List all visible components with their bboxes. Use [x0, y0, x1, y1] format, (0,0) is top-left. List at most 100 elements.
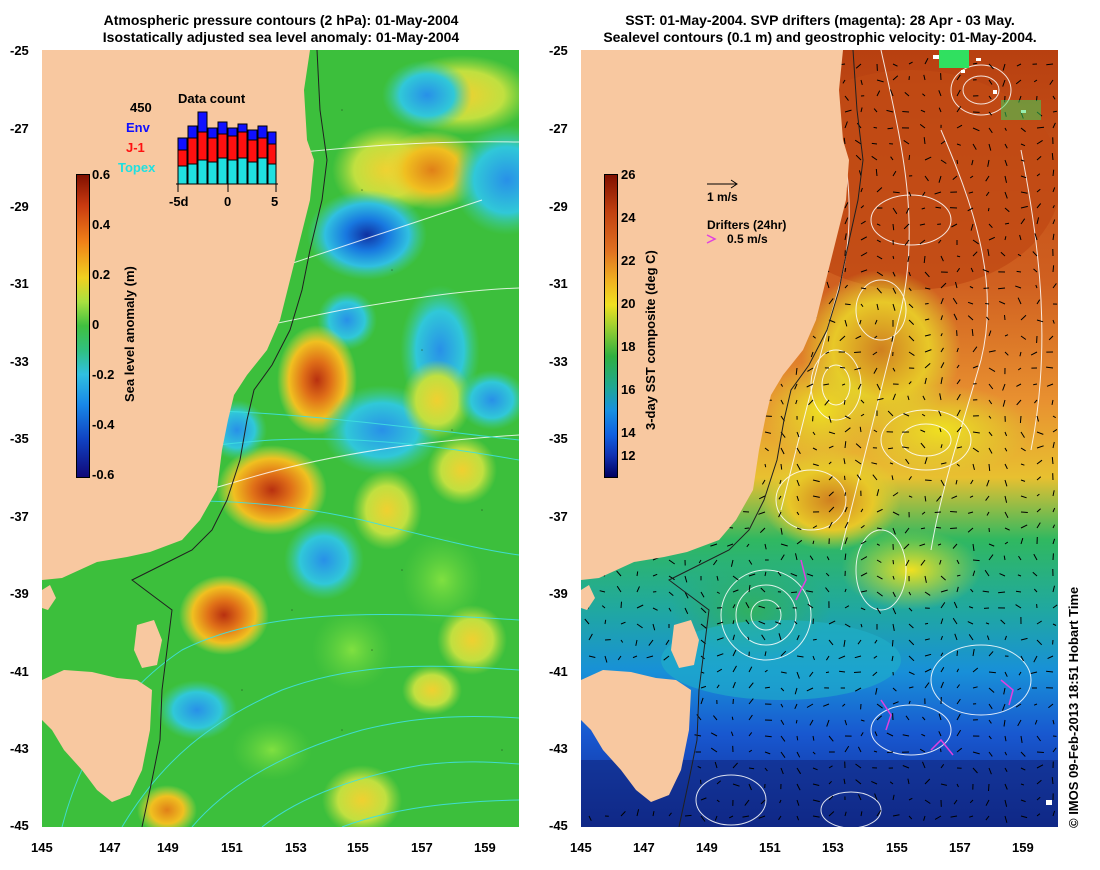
velocity-arrow — [934, 191, 942, 195]
velocity-arrow — [812, 655, 815, 661]
velocity-arrow — [988, 63, 994, 70]
velocity-arrow — [934, 511, 942, 513]
velocity-arrow — [972, 463, 975, 471]
velocity-arrow — [732, 665, 737, 673]
velocity-arrow — [859, 426, 862, 433]
velocity-arrow — [1052, 265, 1055, 273]
velocity-arrow — [1052, 441, 1055, 449]
right-title-line2: Sealevel contours (0.1 m) and geostrophi… — [603, 29, 1037, 45]
velocity-arrow — [812, 463, 819, 467]
velocity-arrow — [988, 350, 996, 353]
velocity-arrow — [806, 703, 814, 708]
velocity-arrow — [1016, 270, 1022, 273]
velocity-arrow — [987, 249, 990, 257]
velocity-arrow — [972, 346, 978, 353]
velocity-arrow — [985, 622, 990, 625]
velocity-arrow — [1016, 383, 1022, 387]
velocity-arrow — [956, 698, 961, 705]
velocity-arrow — [1036, 415, 1039, 422]
inset-max-label: 450 — [130, 100, 152, 115]
velocity-arrow — [988, 751, 993, 757]
velocity-arrow — [940, 444, 943, 449]
velocity-arrow — [1004, 671, 1008, 677]
velocity-arrow — [956, 159, 959, 164]
velocity-arrow — [828, 431, 836, 435]
velocity-arrow — [599, 590, 606, 593]
velocity-arrow — [780, 543, 788, 547]
velocity-arrow — [924, 349, 932, 353]
velocity-arrow — [812, 735, 815, 741]
velocity-arrow — [972, 447, 979, 453]
velocity-arrow — [1020, 655, 1024, 662]
velocity-arrow — [982, 269, 990, 273]
velocity-arrow — [843, 399, 846, 405]
velocity-arrow — [1033, 703, 1038, 706]
velocity-arrow — [796, 527, 802, 530]
velocity-arrow — [860, 590, 868, 593]
velocity-arrow — [986, 479, 990, 487]
velocity-arrow — [1017, 574, 1022, 577]
velocity-arrow — [844, 121, 848, 129]
velocity-arrow — [742, 815, 750, 818]
velocity-arrow — [892, 511, 900, 516]
velocity-arrow — [921, 207, 926, 210]
velocity-arrow — [876, 543, 880, 546]
velocity-arrow — [998, 287, 1006, 290]
velocity-arrow — [698, 559, 702, 564]
velocity-arrow — [938, 107, 942, 113]
velocity-arrow — [844, 284, 848, 289]
inset-title: Data count — [178, 91, 246, 106]
velocity-arrow — [860, 269, 868, 273]
velocity-arrow — [940, 589, 948, 593]
velocity-arrow — [923, 255, 926, 264]
velocity-arrow — [730, 559, 734, 567]
velocity-arrow — [889, 462, 894, 465]
velocity-arrow — [1036, 813, 1041, 817]
velocity-arrow — [842, 79, 846, 84]
velocity-arrow — [758, 815, 766, 819]
velocity-arrow — [876, 90, 881, 97]
velocity-arrow — [876, 303, 879, 311]
velocity-arrow — [828, 491, 834, 497]
velocity-arrow — [1020, 463, 1025, 466]
velocity-arrow — [985, 815, 990, 821]
velocity-arrow — [764, 686, 770, 689]
velocity-arrow — [952, 297, 958, 305]
velocity-arrow — [956, 684, 961, 689]
left-map[interactable]: 0.6 0.4 0.2 0 -0.2 -0.4 -0.6 Sea level a… — [42, 50, 519, 827]
velocity-arrow — [1052, 538, 1056, 545]
velocity-arrow — [796, 735, 799, 741]
velocity-arrow — [985, 495, 990, 501]
velocity-arrow — [700, 815, 706, 822]
velocity-arrow — [620, 639, 624, 643]
velocity-arrow — [968, 634, 974, 641]
velocity-arrow — [970, 223, 974, 231]
velocity-arrow — [748, 585, 751, 593]
velocity-arrow — [748, 573, 756, 577]
velocity-arrow — [1033, 268, 1038, 273]
velocity-arrow — [892, 591, 896, 598]
velocity-arrow — [1052, 187, 1056, 193]
velocity-arrow — [924, 479, 932, 481]
velocity-arrow — [924, 57, 929, 65]
velocity-arrow — [988, 783, 990, 792]
velocity-arrow — [790, 572, 798, 577]
velocity-arrow — [902, 111, 910, 113]
velocity-arrow — [1036, 139, 1043, 145]
velocity-arrow — [1033, 79, 1038, 83]
velocity-arrow — [1020, 431, 1025, 438]
right-map[interactable]: 26 24 22 20 18 16 14 12 3-day SST compos… — [581, 50, 1058, 827]
velocity-arrow — [1020, 314, 1027, 321]
velocity-arrow — [859, 319, 862, 325]
velocity-arrow — [892, 687, 897, 692]
velocity-arrow — [748, 783, 752, 791]
velocity-arrow — [748, 714, 753, 721]
velocity-arrow — [873, 750, 878, 753]
velocity-arrow — [886, 732, 894, 737]
velocity-arrow — [778, 495, 782, 500]
velocity-arrow — [988, 79, 993, 85]
velocity-arrow — [1004, 314, 1006, 321]
velocity-arrow — [795, 719, 798, 724]
velocity-arrow — [1052, 810, 1056, 817]
velocity-arrow — [716, 621, 724, 625]
